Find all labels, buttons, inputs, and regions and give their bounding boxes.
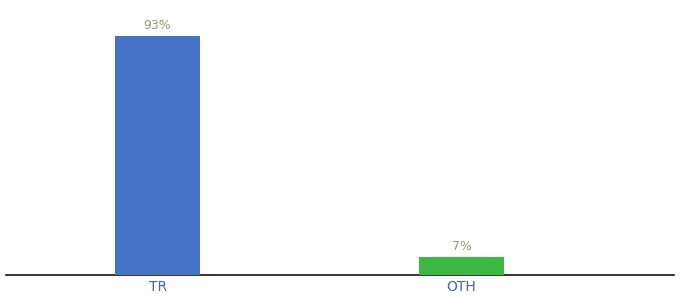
Bar [115, 36, 200, 275]
Text: 93%: 93% [143, 20, 171, 32]
Text: 7%: 7% [452, 240, 472, 253]
Bar [419, 257, 504, 275]
